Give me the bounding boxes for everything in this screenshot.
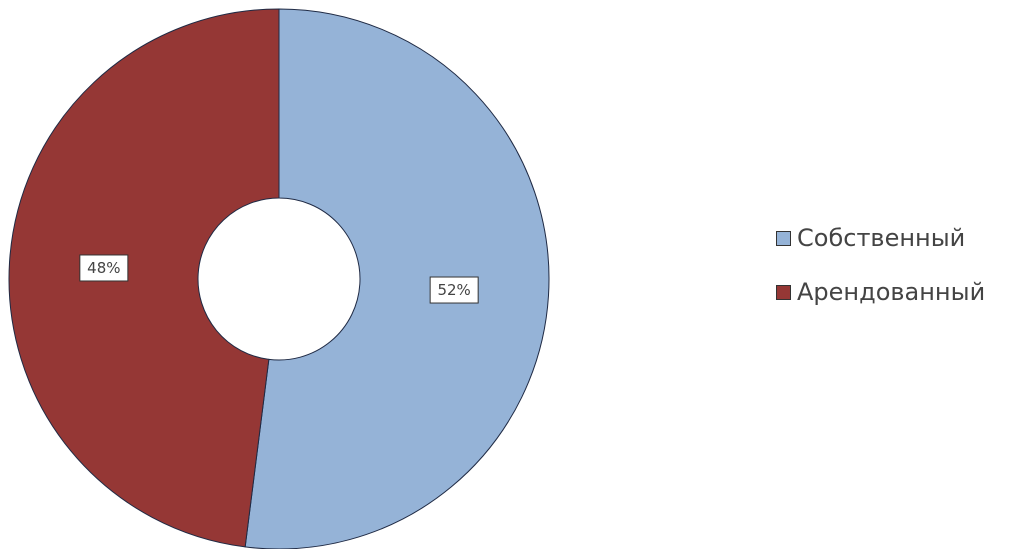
donut-slices <box>8 8 550 549</box>
legend: Собственный Арендованный <box>776 218 1016 326</box>
data-labels: 52% 48% <box>79 254 479 304</box>
data-label-box <box>429 276 479 304</box>
legend-label: Арендованный <box>797 278 986 306</box>
donut-slice-1 <box>8 8 280 548</box>
legend-swatch <box>776 230 791 246</box>
legend-item-sobstvennyi: Собственный <box>776 218 1016 258</box>
legend-swatch <box>776 284 791 300</box>
donut-slice-0 <box>244 8 550 549</box>
data-label-1: 48% <box>79 254 129 282</box>
legend-label: Собственный <box>797 224 966 252</box>
data-label-box <box>79 254 129 282</box>
data-label-0: 52% <box>429 276 479 304</box>
legend-item-arendovannyi: Арендованный <box>776 272 1016 312</box>
data-label-text: 52% <box>437 281 470 299</box>
data-label-text: 48% <box>87 259 120 277</box>
